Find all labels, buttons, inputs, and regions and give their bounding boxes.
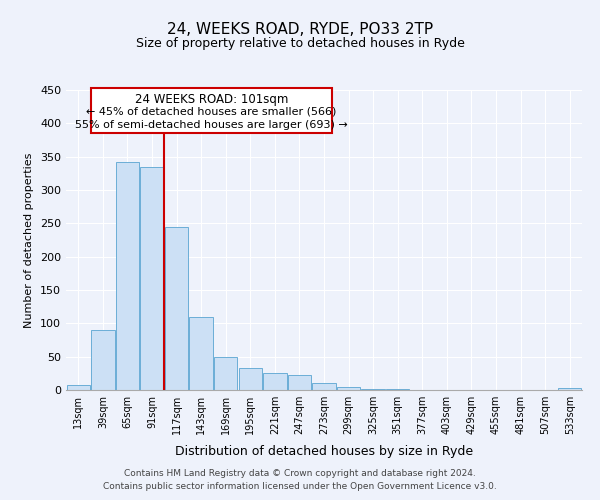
Bar (313, 384, 335, 390)
Text: Contains public sector information licensed under the Open Government Licence v3: Contains public sector information licen… (103, 482, 497, 491)
Bar (239, 368, 262, 390)
Bar (190, 316, 213, 390)
FancyBboxPatch shape (91, 88, 332, 134)
Y-axis label: Number of detached properties: Number of detached properties (25, 152, 34, 328)
Bar (337, 386, 360, 390)
Text: Size of property relative to detached houses in Ryde: Size of property relative to detached ho… (136, 38, 464, 51)
Text: ← 45% of detached houses are smaller (566): ← 45% of detached houses are smaller (56… (86, 106, 337, 117)
Text: Contains HM Land Registry data © Crown copyright and database right 2024.: Contains HM Land Registry data © Crown c… (124, 468, 476, 477)
Text: 24 WEEKS ROAD: 101sqm: 24 WEEKS ROAD: 101sqm (135, 94, 288, 106)
Bar (558, 388, 581, 390)
Bar (67, 386, 90, 390)
Bar (214, 358, 238, 390)
Bar (116, 162, 139, 390)
X-axis label: Distribution of detached houses by size in Ryde: Distribution of detached houses by size … (175, 446, 473, 458)
Bar (91, 330, 115, 390)
Bar (165, 226, 188, 390)
Bar (263, 372, 287, 390)
Text: 55% of semi-detached houses are larger (693) →: 55% of semi-detached houses are larger (… (75, 120, 348, 130)
Text: 24, WEEKS ROAD, RYDE, PO33 2TP: 24, WEEKS ROAD, RYDE, PO33 2TP (167, 22, 433, 38)
Bar (140, 166, 164, 390)
Bar (288, 376, 311, 390)
